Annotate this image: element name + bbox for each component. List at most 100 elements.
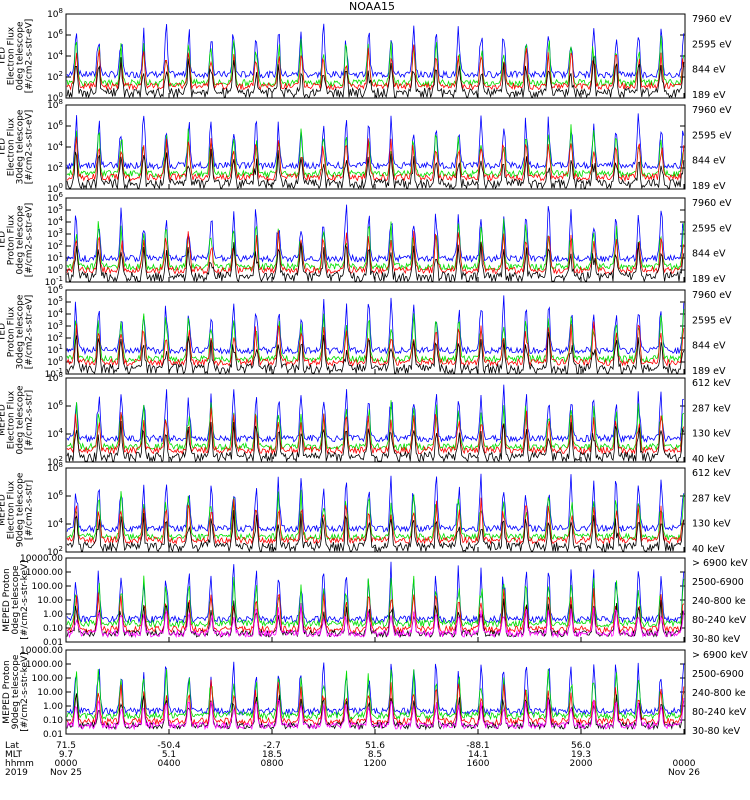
time-axis-value: -2.7 xyxy=(263,741,281,751)
y-tick-label: 104 xyxy=(47,140,63,153)
legend-entry: 7960 eV xyxy=(692,105,732,116)
time-axis-value: 5.1 xyxy=(162,750,176,760)
series-green xyxy=(66,489,685,542)
time-axis-value: 1200 xyxy=(364,759,387,769)
y-tick-label: 108 xyxy=(47,7,63,20)
axis-row-label: Lat xyxy=(5,741,20,751)
y-axis-label: MEPEDElectron Flux90deg telescope[#/cm2-… xyxy=(0,472,35,547)
y-tick-label: 1.00 xyxy=(43,610,63,620)
y-tick-label: 102 xyxy=(47,455,63,468)
legend-entry: 7960 eV xyxy=(692,290,732,301)
y-tick-label: 0.01 xyxy=(43,638,63,648)
y-tick-label: 0.10 xyxy=(43,624,63,634)
legend-entry: 287 keV xyxy=(692,403,731,414)
y-tick-label: 108 xyxy=(47,461,63,474)
y-tick-label: 10-1 xyxy=(45,275,63,288)
series-blue xyxy=(66,661,685,717)
legend-entry: 240-800 ke xyxy=(692,688,746,699)
series-blue xyxy=(66,473,685,534)
chart-title: NOAA15 xyxy=(349,0,395,13)
series-red xyxy=(66,44,685,91)
y-axis-label: TEDElectron Flux0deg telescope[#/cm2-s-s… xyxy=(0,19,35,94)
y-tick-label: 100.00 xyxy=(32,582,64,592)
legend-entry: 612 keV xyxy=(692,468,731,479)
y-tick-label: 104 xyxy=(47,49,63,62)
series-red xyxy=(66,230,685,276)
legend-entry: > 6900 keV xyxy=(692,558,748,569)
y-tick-label: 106 xyxy=(47,283,63,296)
y-tick-label: 100.00 xyxy=(32,674,64,684)
y-tick-label: 106 xyxy=(47,399,63,412)
y-tick-label: 100 xyxy=(47,355,63,368)
axis-row-label: MLT xyxy=(5,750,23,760)
legend-entry: 844 eV xyxy=(692,341,726,352)
y-tick-label: 1.00 xyxy=(43,702,63,712)
panel-5: 102 104 106 108 MEPEDElectron Flux0deg teles… xyxy=(0,371,731,468)
time-axis-value: 14.1 xyxy=(468,750,488,760)
legend-entry: 2500-6900 xyxy=(692,577,744,588)
series-blue xyxy=(66,384,684,444)
time-axis-value: 0000 xyxy=(55,759,78,769)
time-axis-value: Nov 25 xyxy=(50,768,82,778)
time-axis-value: 0800 xyxy=(261,759,284,769)
time-axis-value: 51.6 xyxy=(365,741,385,751)
legend-entry: 30-80 keV xyxy=(692,726,741,737)
series-black xyxy=(66,510,685,553)
y-axis-label: TEDElectron Flux30deg telescope[#/cm2-s-… xyxy=(0,109,35,184)
y-tick-label: 10.00 xyxy=(37,596,63,606)
y-tick-label: 100 xyxy=(47,263,63,276)
series-magenta xyxy=(66,603,685,639)
y-tick-label: 10.00 xyxy=(37,688,63,698)
y-tick-label: 100 xyxy=(47,91,63,104)
legend-entry: 2595 eV xyxy=(692,223,732,234)
axis-row-label: hhmm xyxy=(5,759,34,769)
y-tick-label: 1000.00 xyxy=(26,568,63,578)
y-tick-label: 0.10 xyxy=(43,716,63,726)
y-tick-label: 105 xyxy=(47,295,63,308)
series-magenta xyxy=(66,697,685,731)
y-tick-label: 106 xyxy=(47,28,63,41)
legend-entry: 130 keV xyxy=(692,429,731,440)
time-axis-value: 0400 xyxy=(158,759,181,769)
legend-entry: 287 keV xyxy=(692,493,731,504)
legend-entry: 2595 eV xyxy=(692,130,732,141)
time-axis-value: 2000 xyxy=(570,759,593,769)
legend-entry: 40 keV xyxy=(692,544,725,555)
y-tick-label: 102 xyxy=(47,545,63,558)
time-axis-value: -50.4 xyxy=(157,741,181,751)
time-axis-value: 56.0 xyxy=(571,741,591,751)
y-tick-label: 102 xyxy=(47,161,63,174)
legend-entry: 189 eV xyxy=(692,274,726,285)
series-black xyxy=(66,242,685,283)
time-axis-value: 19.3 xyxy=(571,750,591,760)
time-axis-value: -88.1 xyxy=(466,741,489,751)
panel-2: 100 102 104 106 108 TEDElectron Flux30deg tel… xyxy=(0,98,732,195)
series-green xyxy=(66,124,685,179)
series-blue xyxy=(66,204,685,264)
y-tick-label: 10000.00 xyxy=(20,646,63,656)
panel-6: 102 104 106 108 MEPEDElectron Flux90deg tele… xyxy=(0,461,731,558)
series-red xyxy=(66,679,685,727)
y-axis-label: TEDProton Flux30deg telescope[#/cm2-s-st… xyxy=(0,294,35,369)
legend-entry: 844 eV xyxy=(692,249,726,260)
y-tick-label: 106 xyxy=(47,119,63,132)
y-tick-label: 104 xyxy=(47,307,63,320)
time-axis-value: 18.5 xyxy=(262,750,282,760)
panel-7: 0.01 0.10 1.00 10.00 100.00 1000.00 10000.00ME… xyxy=(2,554,748,648)
time-axis-value: 8.5 xyxy=(368,750,382,760)
series-red xyxy=(66,407,685,456)
y-axis-label: TEDProton Flux0deg telescope[#/cm2-s-str… xyxy=(0,203,35,278)
panels-group: 100 102 104 106 108 TEDElectron Flux0deg tele… xyxy=(0,7,748,740)
legend-entry: 2500-6900 xyxy=(692,669,744,680)
series-blue xyxy=(66,113,685,171)
y-tick-label: 104 xyxy=(47,517,63,530)
legend-entry: 130 keV xyxy=(692,519,731,530)
panel-8: 0.01 0.10 1.00 10.00 100.00 1000.00 10000.00ME… xyxy=(2,646,748,740)
legend-entry: 2595 eV xyxy=(692,315,732,326)
y-tick-label: 108 xyxy=(47,98,63,111)
time-axis-value: 0000 xyxy=(673,759,696,769)
y-axis-label: MEPED Proton0deg telescope[#/cm2-s-str-k… xyxy=(2,560,30,639)
